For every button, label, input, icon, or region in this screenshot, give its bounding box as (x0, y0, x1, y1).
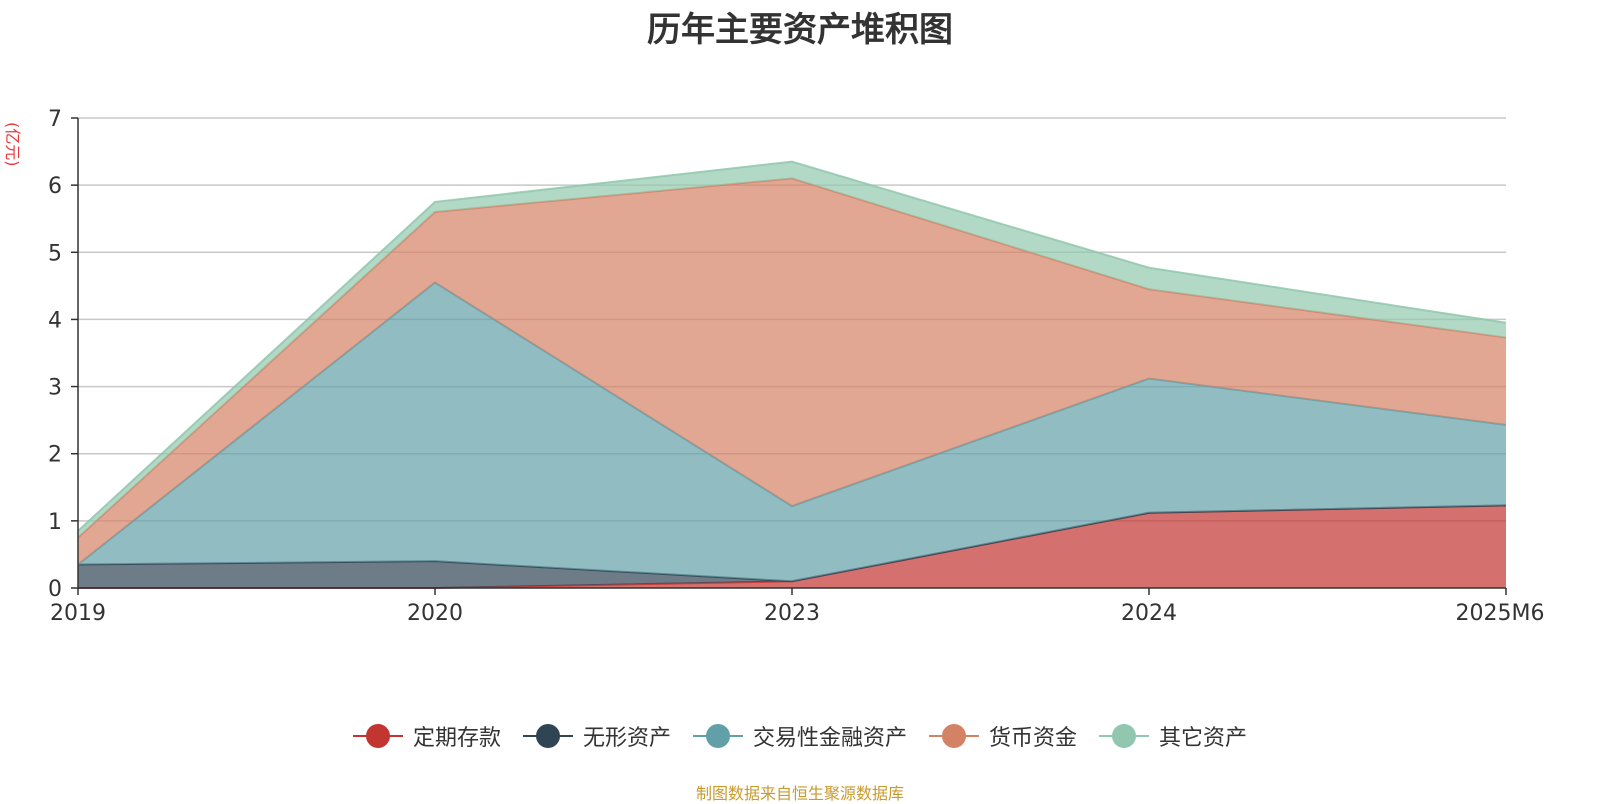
legend: 定期存款 无形资产 交易性金融资产 货币资金 其它资产 (0, 720, 1600, 752)
y-tick-label: 6 (48, 174, 62, 199)
area-series-1 (78, 505, 1506, 588)
x-tick-label: 2024 (1121, 601, 1177, 626)
legend-label: 交易性金融资产 (752, 726, 907, 751)
legend-marker (692, 723, 743, 749)
y-tick-label: 0 (48, 577, 62, 602)
legend-label: 无形资产 (582, 726, 671, 751)
x-tick-label: 2020 (407, 601, 463, 626)
series-line-5 (77, 160, 1507, 532)
legend-marker (929, 723, 979, 749)
legend-item-5[interactable]: 其它资产 (1099, 720, 1247, 752)
y-tick-label: 1 (48, 510, 62, 535)
y-tick-label: 7 (48, 107, 62, 132)
y-tick-label: 5 (48, 241, 62, 266)
legend-label: 定期存款 (412, 726, 501, 751)
legend-marker (1099, 723, 1150, 749)
y-tick-label: 4 (48, 308, 62, 333)
y-tick-label: 3 (48, 376, 62, 401)
area-series-2 (78, 505, 1506, 588)
legend-label: 货币资金 (989, 726, 1078, 751)
x-tick-label: 2025M6 (1456, 601, 1545, 626)
source-note: 制图数据来自恒生聚源数据库 (695, 784, 904, 803)
legend-item-4[interactable]: 货币资金 (929, 720, 1077, 752)
x-tick-label: 2019 (50, 601, 106, 626)
legend-label: 其它资产 (1159, 726, 1248, 751)
y-tick-label: 2 (48, 443, 62, 468)
x-tick-label: 2023 (764, 601, 820, 626)
axes: 0 1 2 3 4 5 6 7 2019 2020 2023 2024 2025M6 (48, 107, 1544, 626)
legend-item-1[interactable]: 定期存款 (352, 720, 501, 752)
legend-marker (522, 723, 573, 749)
chart-title: 历年主要资产堆积图 (647, 10, 953, 50)
legend-item-3[interactable]: 交易性金融资产 (692, 720, 907, 752)
area-series-layer (77, 160, 1507, 589)
area-series-4 (78, 178, 1506, 565)
legend-item-2[interactable]: 无形资产 (522, 720, 671, 752)
legend-marker (352, 723, 403, 749)
area-series-3 (78, 282, 1506, 582)
